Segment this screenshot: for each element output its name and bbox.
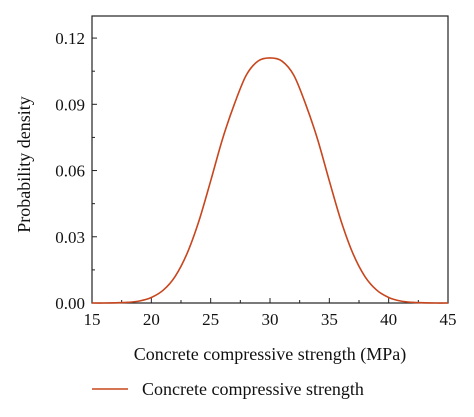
y-tick-label: 0.09 [55, 95, 85, 114]
x-tick-label: 25 [202, 310, 219, 329]
x-axis: 15 20 25 30 35 40 45 [84, 298, 457, 329]
x-tick-label: 30 [262, 310, 279, 329]
x-tick-label: 45 [440, 310, 457, 329]
y-axis-label: Probability density [14, 96, 34, 233]
x-tick-label: 40 [380, 310, 397, 329]
y-tick-label: 0.03 [55, 228, 85, 247]
y-tick-label: 0.06 [55, 162, 85, 181]
series-line [91, 57, 449, 304]
legend: Concrete compressive strength [92, 379, 364, 399]
x-tick-label: 15 [84, 310, 101, 329]
x-axis-label: Concrete compressive strength (MPa) [134, 344, 406, 365]
y-tick-label: 0.12 [55, 29, 85, 48]
x-tick-label: 35 [321, 310, 338, 329]
y-axis: 0.00 0.03 0.06 0.09 0.12 [55, 29, 97, 313]
plot-frame [91, 15, 449, 304]
y-tick-label: 0.00 [55, 294, 85, 313]
legend-label: Concrete compressive strength [142, 379, 364, 399]
x-tick-label: 20 [143, 310, 160, 329]
